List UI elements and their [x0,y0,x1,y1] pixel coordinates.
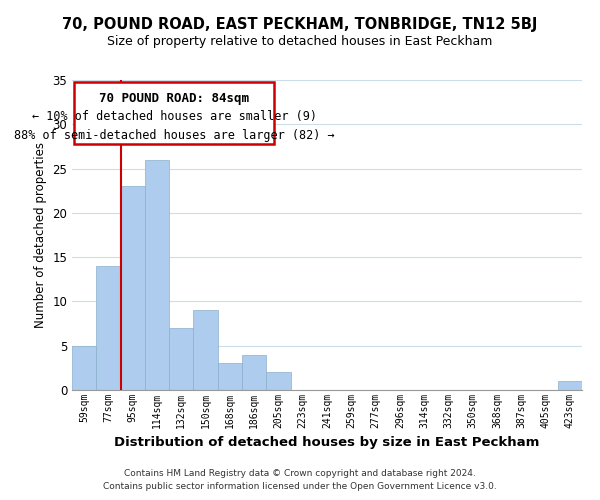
Text: ← 10% of detached houses are smaller (9): ← 10% of detached houses are smaller (9) [32,110,317,123]
Bar [266,372,290,390]
Bar [218,364,242,390]
Text: 70, POUND ROAD, EAST PECKHAM, TONBRIDGE, TN12 5BJ: 70, POUND ROAD, EAST PECKHAM, TONBRIDGE,… [62,18,538,32]
Bar [121,186,145,390]
X-axis label: Distribution of detached houses by size in East Peckham: Distribution of detached houses by size … [115,436,539,450]
Bar [193,310,218,390]
Text: 88% of semi-detached houses are larger (82) →: 88% of semi-detached houses are larger (… [14,128,334,141]
Bar [145,160,169,390]
Text: Size of property relative to detached houses in East Peckham: Size of property relative to detached ho… [107,35,493,48]
Bar [72,346,96,390]
Bar [558,381,582,390]
Bar [242,354,266,390]
Text: Contains public sector information licensed under the Open Government Licence v3: Contains public sector information licen… [103,482,497,491]
Text: Contains HM Land Registry data © Crown copyright and database right 2024.: Contains HM Land Registry data © Crown c… [124,468,476,477]
Bar [96,266,121,390]
Y-axis label: Number of detached properties: Number of detached properties [34,142,47,328]
Text: 70 POUND ROAD: 84sqm: 70 POUND ROAD: 84sqm [99,92,249,104]
Bar [169,328,193,390]
FancyBboxPatch shape [74,82,274,144]
